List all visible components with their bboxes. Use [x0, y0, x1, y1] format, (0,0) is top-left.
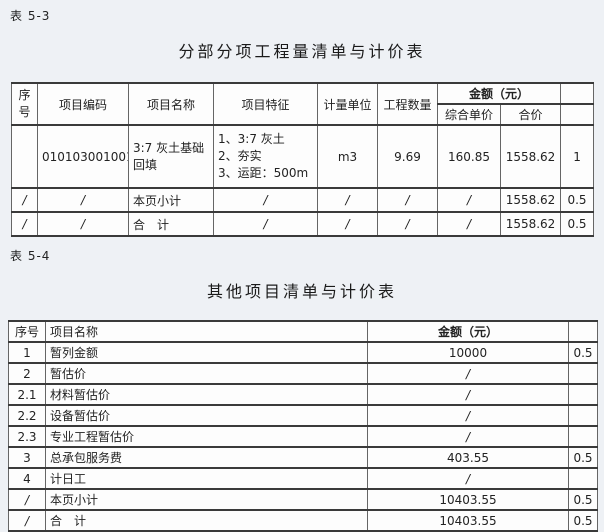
header-code: 项目编码	[37, 82, 129, 126]
cell-amount: /	[367, 467, 569, 490]
cell-unit: /	[317, 211, 378, 237]
cell-extra: 0.5	[568, 341, 598, 364]
cell-name: 3:7 灰土基础回填	[128, 124, 214, 189]
header-unit-price: 综合单价	[437, 103, 501, 126]
header-seq: 序号	[8, 320, 46, 343]
table-5-4-label: 表 5-4	[10, 249, 51, 263]
table-row: 010103001001 3:7 灰土基础回填 1、3:7 灰土 2、夯实 3、…	[11, 124, 595, 189]
table1-title: 分部分项工程量清单与计价表	[178, 42, 426, 61]
cell-seq: 2.3	[8, 425, 46, 448]
table-row: 2.1 材料暂估价 /	[8, 383, 598, 406]
cell-unit: /	[317, 187, 378, 213]
cell-seq: 2	[8, 362, 46, 385]
cell-extra	[568, 362, 598, 385]
cell-extra: 0.5	[568, 446, 598, 469]
cell-seq	[11, 124, 38, 189]
cell-amount: /	[367, 383, 569, 406]
cell-qty: 9.69	[377, 124, 438, 189]
cell-seq: 2.1	[8, 383, 46, 406]
cell-name: 计日工	[45, 467, 368, 490]
boq-pricing-table: 序 号 项目编码 项目名称 项目特征 计量单位 工程数量 金额（元） 综合单价 …	[11, 82, 595, 237]
cell-name: 设备暂估价	[45, 404, 368, 427]
cell-seq: /	[11, 211, 38, 237]
cell-extra	[568, 425, 598, 448]
cell-extra: 0.5	[560, 187, 595, 213]
table-5-3-label: 表 5-3	[10, 9, 51, 23]
cell-seq: 2.2	[8, 404, 46, 427]
table-row: 2 暂估价 /	[8, 362, 598, 385]
cell-seq: 3	[8, 446, 46, 469]
cell-amount: /	[367, 425, 569, 448]
header-seq: 序 号	[11, 82, 38, 126]
cell-total: 1558.62	[499, 187, 562, 213]
cell-extra: 1	[560, 124, 595, 189]
cell-code: 010103001001	[37, 124, 129, 189]
header-amount: 金额（元）	[367, 320, 569, 343]
cell-extra	[568, 383, 598, 406]
cell-code: /	[37, 211, 129, 237]
cell-name: 专业工程暂估价	[45, 425, 368, 448]
cell-amount: 10403.55	[367, 488, 569, 511]
cell-seq: /	[8, 509, 46, 532]
other-items-table: 序号 项目名称 金额（元） 1 暂列金额 10000 0.5 2 暂估价 / 2…	[8, 320, 598, 532]
cell-extra	[568, 467, 598, 490]
header-extra-top	[560, 82, 595, 105]
header-amount-group: 金额（元）	[436, 82, 562, 105]
cell-extra	[568, 404, 598, 427]
cell-unit-price: /	[437, 187, 501, 213]
cell-feature: /	[213, 211, 318, 237]
cell-extra: 0.5	[560, 211, 595, 237]
cell-extra: 0.5	[568, 488, 598, 511]
cell-unit-price: 160.85	[437, 124, 501, 189]
table-header-row: 序号 项目名称 金额（元）	[8, 320, 598, 343]
table-row-subtotal: / 本页小计 10403.55 0.5	[8, 488, 598, 511]
cell-qty: /	[377, 187, 438, 213]
cell-unit-price: /	[437, 211, 501, 237]
table-row-total: / 合 计 10403.55 0.5	[8, 509, 598, 532]
document-page: 表 5-3 分部分项工程量清单与计价表 序 号 项目编码 项目名称 项目特征 计…	[8, 9, 598, 532]
cell-total: 1558.62	[499, 124, 562, 189]
cell-name: 暂列金额	[45, 341, 368, 364]
cell-name: 总承包服务费	[45, 446, 368, 469]
cell-seq: /	[8, 488, 46, 511]
header-feature: 项目特征	[213, 82, 318, 126]
cell-amount: 10403.55	[367, 509, 569, 532]
table2-title: 其他项目清单与计价表	[206, 282, 397, 301]
table-row-subtotal: / / 本页小计 / / / / 1558.62 0.5	[11, 187, 595, 213]
table-row: 4 计日工 /	[8, 467, 598, 490]
cell-seq: /	[11, 187, 38, 213]
cell-amount: 403.55	[367, 446, 569, 469]
cell-name: 本页小计	[128, 187, 214, 213]
cell-amount: /	[367, 404, 569, 427]
cell-amount: 10000	[367, 341, 569, 364]
cell-amount: /	[367, 362, 569, 385]
cell-seq: 4	[8, 467, 46, 490]
cell-feature: /	[213, 187, 318, 213]
header-extra-bottom	[560, 103, 595, 126]
cell-extra: 0.5	[568, 509, 598, 532]
cell-name: 材料暂估价	[45, 383, 368, 406]
header-extra	[568, 320, 598, 343]
cell-unit: m3	[317, 124, 378, 189]
header-name: 项目名称	[128, 82, 214, 126]
header-quantity: 工程数量	[377, 82, 438, 126]
cell-feature: 1、3:7 灰土 2、夯实 3、运距：500m	[213, 124, 318, 189]
table-row-total: / / 合 计 / / / / 1558.62 0.5	[11, 211, 595, 237]
header-name: 项目名称	[45, 320, 368, 343]
table-row: 1 暂列金额 10000 0.5	[8, 341, 598, 364]
cell-name: 合 计	[45, 509, 368, 532]
header-unit: 计量单位	[317, 82, 378, 126]
table-row: 2.3 专业工程暂估价 /	[8, 425, 598, 448]
cell-code: /	[37, 187, 129, 213]
cell-name: 暂估价	[45, 362, 368, 385]
table-row: 3 总承包服务费 403.55 0.5	[8, 446, 598, 469]
cell-name: 本页小计	[45, 488, 368, 511]
cell-name: 合 计	[128, 211, 214, 237]
header-total-price: 合价	[499, 103, 562, 126]
cell-total: 1558.62	[499, 211, 562, 237]
table-row: 2.2 设备暂估价 /	[8, 404, 598, 427]
cell-qty: /	[377, 211, 438, 237]
cell-seq: 1	[8, 341, 46, 364]
